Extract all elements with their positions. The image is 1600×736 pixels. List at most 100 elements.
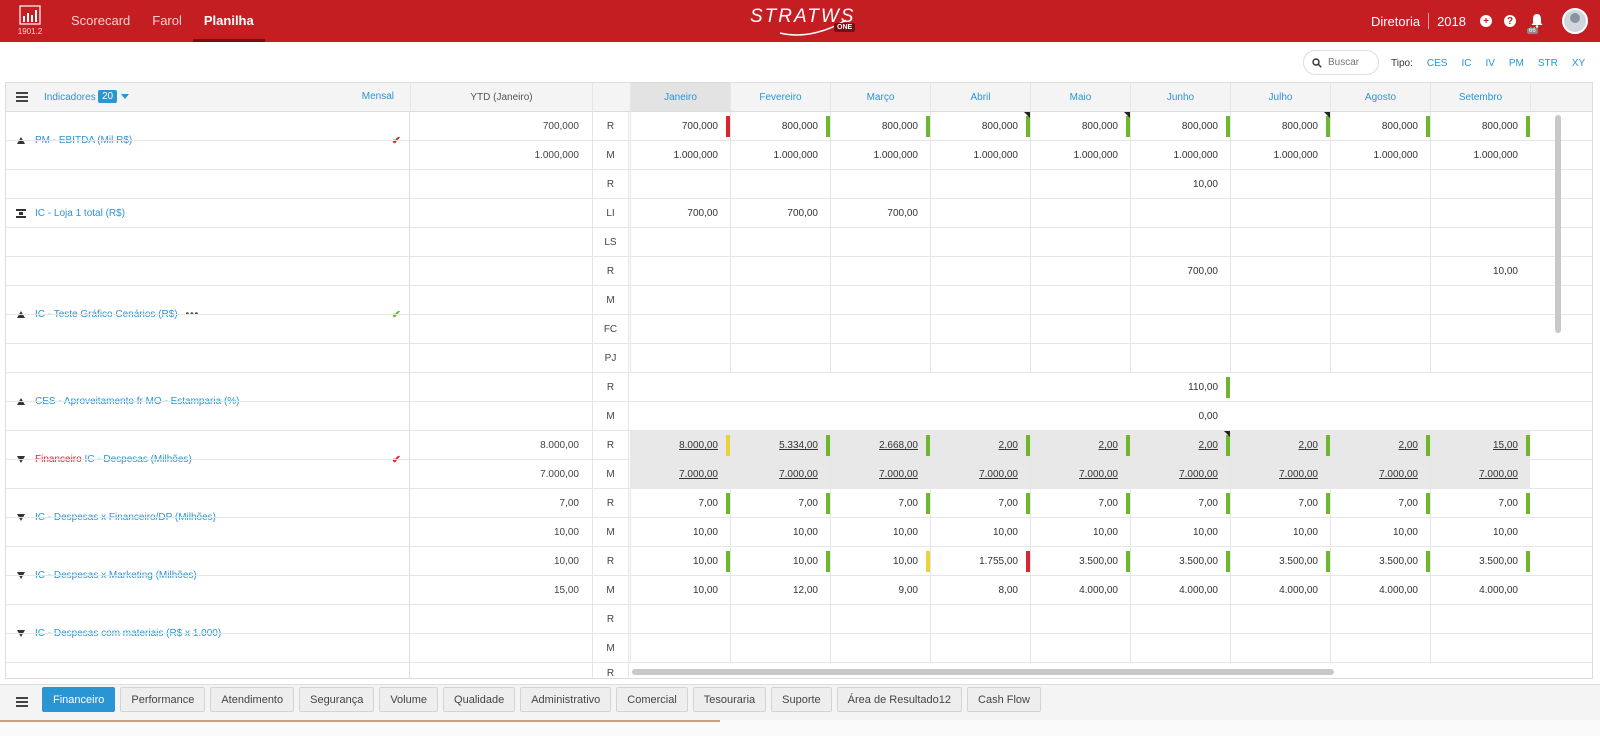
value-cell[interactable] [630, 315, 730, 344]
value-cell[interactable] [1130, 344, 1230, 373]
value-cell[interactable]: 7,00 [1230, 489, 1330, 518]
value-cell[interactable]: 2,00 [930, 431, 1030, 460]
value-cell[interactable]: 10,00 [1330, 518, 1430, 547]
horizontal-scrollbar[interactable] [632, 669, 1334, 675]
value-cell[interactable]: 3.500,00 [1130, 547, 1230, 576]
value-cell[interactable]: 10,00 [730, 518, 830, 547]
value-cell[interactable]: 3.500,00 [1430, 547, 1530, 576]
tab-performance[interactable]: Performance [120, 687, 206, 712]
value-cell[interactable] [1430, 605, 1530, 634]
value-cell[interactable] [1330, 286, 1430, 315]
value-cell[interactable] [830, 605, 930, 634]
value-cell[interactable] [930, 315, 1030, 344]
value-cell[interactable] [1030, 634, 1130, 663]
value-cell[interactable]: 8,00 [930, 576, 1030, 605]
value-cell[interactable]: 10,00 [1130, 518, 1230, 547]
tab-administrativo[interactable]: Administrativo [520, 687, 612, 712]
value-cell[interactable] [1130, 286, 1230, 315]
value-cell[interactable] [830, 286, 930, 315]
value-cell[interactable] [930, 634, 1030, 663]
value-cell[interactable] [730, 315, 830, 344]
value-cell[interactable]: 7,00 [630, 489, 730, 518]
value-cell[interactable] [1330, 170, 1430, 199]
value-cell[interactable]: 10,00 [830, 518, 930, 547]
value-cell[interactable]: 2,00 [1330, 431, 1430, 460]
value-cell[interactable]: 7,00 [730, 489, 830, 518]
tab-atendimento[interactable]: Atendimento [210, 687, 295, 712]
value-cell[interactable] [930, 286, 1030, 315]
value-cell[interactable] [1230, 286, 1330, 315]
value-cell[interactable]: 10,00 [830, 547, 930, 576]
value-cell[interactable] [730, 286, 830, 315]
value-cell[interactable]: 3.500,00 [1030, 547, 1130, 576]
value-cell[interactable]: 700,00 [630, 199, 730, 228]
value-cell[interactable] [1330, 199, 1430, 228]
value-cell[interactable]: 1.000,000 [1430, 141, 1530, 170]
value-cell[interactable]: 7.000,00 [1130, 460, 1230, 489]
value-cell[interactable]: 1.000,000 [930, 141, 1030, 170]
value-cell[interactable] [630, 286, 730, 315]
value-cell[interactable]: 1.000,000 [730, 141, 830, 170]
type-filter-str[interactable]: STR [1537, 58, 1558, 69]
value-cell[interactable]: 4.000,00 [1430, 576, 1530, 605]
month-header-fevereiro[interactable]: Fevereiro [730, 83, 830, 112]
indicator-name[interactable]: IC - Loja 1 total (R$) [35, 208, 125, 219]
type-filter-ic[interactable]: IC [1461, 58, 1472, 69]
value-cell[interactable]: 800,000 [930, 112, 1030, 141]
value-cell[interactable]: 7.000,00 [1230, 460, 1330, 489]
value-cell[interactable] [1230, 199, 1330, 228]
year-selector[interactable]: 2018 [1437, 13, 1466, 29]
value-cell[interactable]: 8.000,00 [630, 431, 730, 460]
value-cell[interactable]: 700,00 [730, 199, 830, 228]
help-icon[interactable]: ? [1504, 15, 1516, 27]
value-cell[interactable] [1130, 605, 1230, 634]
value-cell[interactable] [630, 228, 730, 257]
value-cell[interactable] [730, 228, 830, 257]
value-cell[interactable]: 7,00 [1030, 489, 1130, 518]
type-filter-iv[interactable]: IV [1485, 58, 1495, 69]
value-cell[interactable] [930, 170, 1030, 199]
value-cell[interactable] [1230, 344, 1330, 373]
value-cell[interactable] [930, 228, 1030, 257]
merged-value[interactable]: 0,00 [1198, 411, 1218, 422]
value-cell[interactable] [830, 634, 930, 663]
value-cell[interactable] [830, 315, 930, 344]
value-cell[interactable] [1030, 344, 1130, 373]
value-cell[interactable] [730, 344, 830, 373]
value-cell[interactable]: 10,00 [1130, 170, 1230, 199]
value-cell[interactable] [1330, 315, 1430, 344]
value-cell[interactable] [630, 605, 730, 634]
month-header-setembro[interactable]: Setembro [1430, 83, 1530, 112]
caret-down-icon[interactable] [121, 94, 129, 99]
value-cell[interactable] [1030, 605, 1130, 634]
tab-suporte[interactable]: Suporte [771, 687, 832, 712]
value-cell[interactable] [1230, 634, 1330, 663]
menu-icon[interactable] [16, 92, 28, 104]
value-cell[interactable]: 10,00 [630, 518, 730, 547]
value-cell[interactable]: 4.000,00 [1130, 576, 1230, 605]
value-cell[interactable]: 7.000,00 [1430, 460, 1530, 489]
period-selector[interactable]: Mensal [361, 91, 394, 102]
value-cell[interactable]: 800,000 [830, 112, 930, 141]
value-cell[interactable] [1230, 170, 1330, 199]
search-box[interactable] [1303, 50, 1379, 75]
month-header-março[interactable]: Março [830, 83, 930, 112]
value-cell[interactable] [1330, 634, 1430, 663]
value-cell[interactable] [1230, 315, 1330, 344]
value-cell[interactable]: 4.000,00 [1230, 576, 1330, 605]
value-cell[interactable]: 7.000,00 [930, 460, 1030, 489]
value-cell[interactable]: 1.755,00 [930, 547, 1030, 576]
avatar[interactable] [1562, 8, 1588, 34]
value-cell[interactable]: 7,00 [1430, 489, 1530, 518]
value-cell[interactable]: 800,000 [1230, 112, 1330, 141]
value-cell[interactable] [1030, 199, 1130, 228]
tab-area-de-resultado12[interactable]: Área de Resultado12 [836, 687, 963, 712]
value-cell[interactable]: 5.334,00 [730, 431, 830, 460]
value-cell[interactable] [1330, 228, 1430, 257]
value-cell[interactable] [930, 257, 1030, 286]
tab-cash-flow[interactable]: Cash Flow [967, 687, 1041, 712]
value-cell[interactable]: 10,00 [1230, 518, 1330, 547]
value-cell[interactable]: 9,00 [830, 576, 930, 605]
value-cell[interactable]: 7,00 [1330, 489, 1430, 518]
month-header-maio[interactable]: Maio [1030, 83, 1130, 112]
